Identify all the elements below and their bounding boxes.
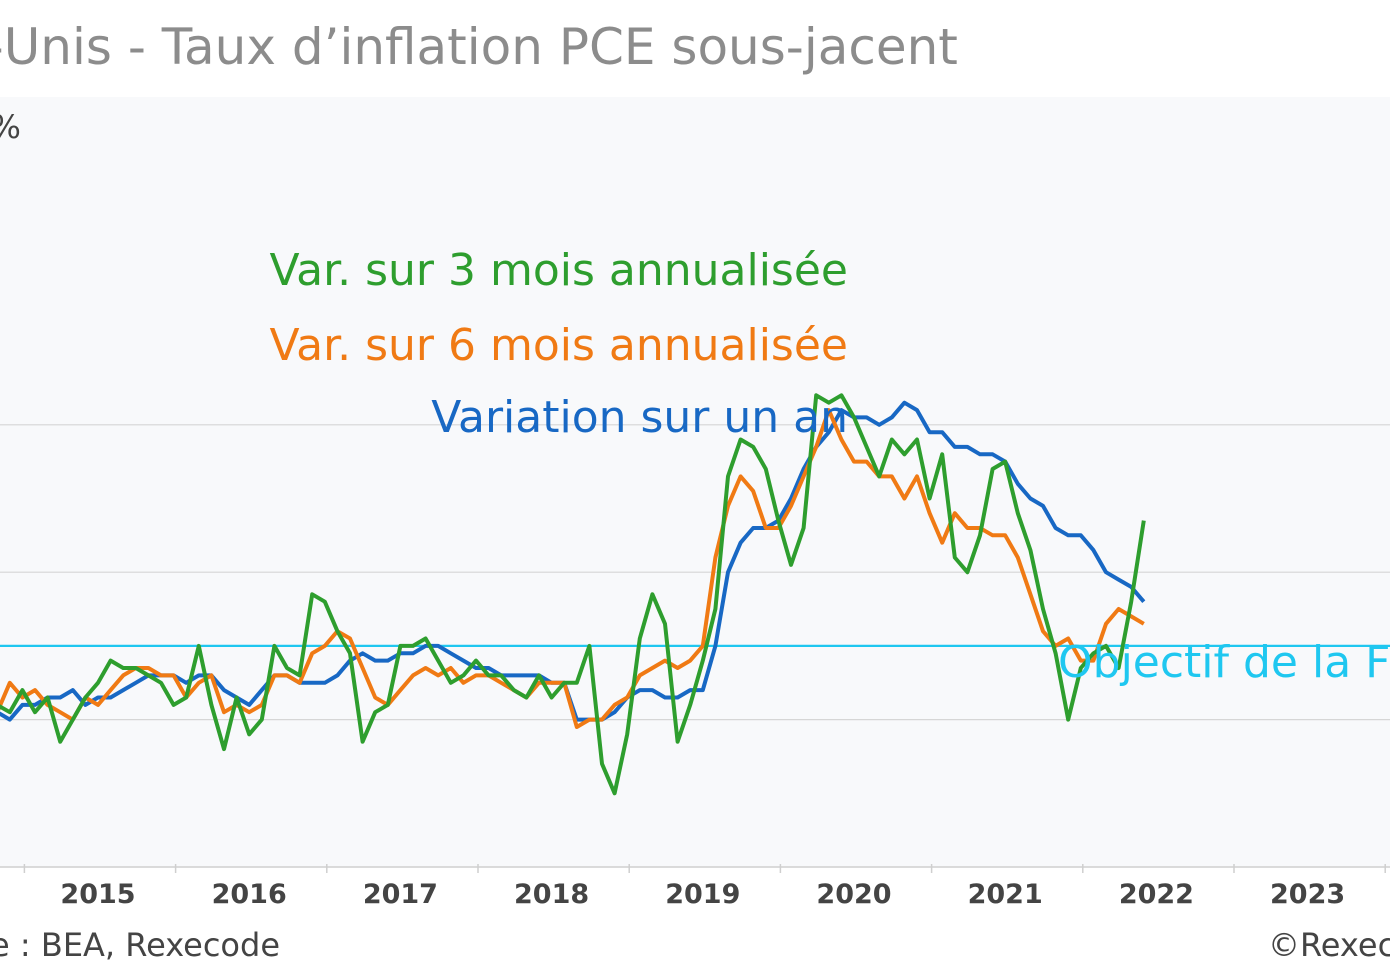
x-tick-label: 2018 [514, 879, 589, 910]
x-tick-label: 2021 [968, 879, 1043, 910]
x-tick-label: 2017 [363, 879, 438, 910]
unit-label: n % [0, 108, 21, 146]
series-line-var-sur-3-mois-annualis-e [0, 393, 1146, 796]
target-label: Objectif de la F [1058, 637, 1390, 688]
source-note: rce : BEA, Rexecode [0, 926, 280, 964]
x-tick-label: 2015 [60, 879, 135, 910]
series-label: Var. sur 3 mois annualisée [269, 245, 848, 296]
plot-area [0, 97, 1390, 867]
x-tick-label: 2020 [816, 879, 891, 910]
copyright-note: ©Rexec [1268, 926, 1390, 964]
series-label: Variation sur un an [431, 392, 848, 443]
series-label: Var. sur 6 mois annualisée [269, 320, 848, 371]
x-tick-label: 2022 [1119, 879, 1194, 910]
chart-title: ts-Unis - Taux d’inflation PCE sous-jace… [0, 18, 958, 76]
x-tick-label: 2016 [212, 879, 287, 910]
x-tick-label: 2023 [1270, 879, 1345, 910]
series-line-var-sur-6-mois-annualis-e [0, 408, 1145, 729]
x-tick-label: 2019 [665, 879, 740, 910]
